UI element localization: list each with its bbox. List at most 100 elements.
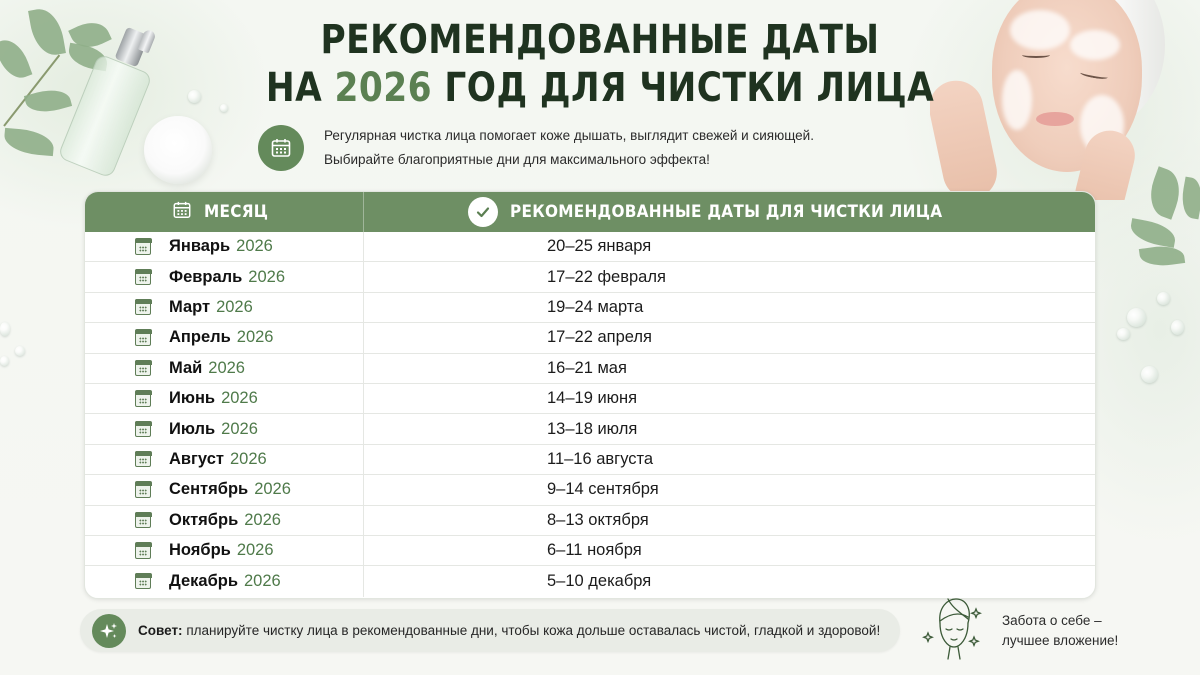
water-drop [188, 90, 201, 103]
water-drop [220, 104, 228, 112]
month-name: Май [169, 358, 203, 377]
intro-text: Регулярная чистка лица помогает коже дыш… [324, 124, 814, 172]
water-drop [1141, 366, 1158, 383]
care-block: Забота о себе – лучшее вложение! [918, 593, 1118, 668]
table-row: Апрель 2026 17–22 апреля [85, 323, 1095, 354]
calendar-icon [134, 329, 152, 346]
dates-cell: 20–25 января [547, 237, 652, 256]
month-year: 2026 [236, 237, 273, 256]
column-header-dates-label: РЕКОМЕНДОВАННЫЕ ДАТЫ ДЛЯ ЧИСТКИ ЛИЦА [510, 202, 943, 222]
calendar-icon [134, 238, 152, 255]
face-towel-icon [918, 593, 988, 668]
dates-cell: 16–21 мая [547, 358, 627, 377]
water-drop [0, 356, 9, 366]
tip-bar: Совет: планируйте чистку лица в рекоменд… [80, 609, 900, 652]
water-drop [15, 346, 25, 356]
table-row: Июнь 2026 14–19 июня [85, 383, 1095, 415]
table-row: Февраль 2026 17–22 февраля [85, 262, 1095, 293]
month-name: Февраль [169, 267, 243, 286]
table-header: МЕСЯЦ РЕКОМЕНДОВАННЫЕ ДАТЫ ДЛЯ ЧИСТКИ ЛИ… [85, 192, 1095, 232]
dates-cell: 9–14 сентября [547, 480, 659, 499]
month-year: 2026 [236, 541, 274, 560]
month-year: 2026 [243, 571, 281, 590]
sparkle-icon [92, 613, 126, 648]
water-drop [1117, 328, 1130, 340]
month-name: Декабрь [169, 571, 238, 590]
calendar-icon [134, 390, 152, 407]
month-cell: Май 2026 [85, 353, 364, 383]
dates-cell: 5–10 декабря [547, 571, 652, 590]
water-drop [0, 322, 10, 336]
dates-cell: 13–18 июля [547, 419, 638, 438]
title-year: 2026 [334, 65, 433, 111]
table-row: Май 2026 16–21 мая [85, 353, 1095, 384]
column-header-month: МЕСЯЦ [85, 192, 364, 232]
dates-cell: 14–19 июня [547, 389, 638, 408]
dates-table: МЕСЯЦ РЕКОМЕНДОВАННЫЕ ДАТЫ ДЛЯ ЧИСТКИ ЛИ… [84, 191, 1096, 599]
month-name: Август [169, 449, 224, 468]
tip-label: Совет: [138, 623, 183, 638]
month-cell: Октябрь 2026 [85, 505, 364, 535]
table-row: Ноябрь 2026 6–11 ноября [85, 535, 1095, 567]
calendar-icon [134, 268, 152, 286]
water-drop [1171, 320, 1184, 335]
title-prefix: НА [265, 65, 323, 111]
calendar-icon [134, 572, 152, 590]
page-title-line-1: РЕКОМЕНДОВАННЫЕ ДАТЫ [320, 17, 880, 63]
page-title-line-2: НА 2026 ГОД ДЛЯ ЧИСТКИ ЛИЦА [256, 62, 944, 114]
month-year: 2026 [254, 480, 291, 499]
month-year: 2026 [248, 267, 286, 286]
month-name: Январь [169, 237, 231, 256]
dates-cell: 17–22 апреля [547, 328, 652, 347]
month-cell: Март 2026 [85, 292, 364, 323]
calendar-icon [134, 298, 152, 316]
calendar-icon [172, 200, 192, 225]
month-cell: Сентябрь 2026 [85, 475, 364, 505]
month-name: Сентябрь [169, 480, 249, 499]
tip-text: Совет: планируйте чистку лица в рекоменд… [138, 623, 880, 638]
care-text: Забота о себе – лучшее вложение! [1002, 611, 1118, 651]
dates-cell: 11–16 августа [547, 449, 654, 468]
water-drop [1127, 308, 1146, 327]
dates-cell: 6–11 ноября [547, 541, 642, 560]
title-suffix: ГОД ДЛЯ ЧИСТКИ ЛИЦА [444, 65, 935, 111]
month-name: Июль [169, 419, 216, 438]
month-cell: Декабрь 2026 [85, 566, 364, 597]
calendar-icon [134, 420, 152, 438]
table-row: Март 2026 19–24 марта [85, 292, 1095, 324]
month-cell: Апрель 2026 [85, 323, 364, 353]
intro-line-2: Выбирайте благоприятные дни для максимал… [324, 152, 710, 167]
month-name: Октябрь [169, 510, 239, 529]
month-cell: Июнь 2026 [85, 383, 364, 414]
table-body: Январь 2026 20–25 января Февраль 2026 17–2… [85, 232, 1095, 597]
tip-body: планируйте чистку лица в рекомендованные… [186, 623, 881, 638]
table-row: Январь 2026 20–25 января [85, 232, 1095, 263]
calendar-icon [134, 359, 152, 377]
check-circle-icon [468, 197, 498, 227]
dates-cell: 8–13 октября [547, 510, 649, 529]
month-cell: Июль 2026 [85, 414, 364, 444]
intro-block: Регулярная чистка лица помогает коже дыш… [258, 124, 814, 172]
table-row: Декабрь 2026 5–10 декабря [85, 566, 1095, 597]
dates-cell: 17–22 февраля [547, 267, 666, 286]
care-line-1: Забота о себе – [1002, 612, 1102, 628]
cream-jar-image [144, 116, 212, 184]
month-year: 2026 [244, 510, 281, 529]
column-header-month-label: МЕСЯЦ [204, 202, 269, 222]
table-row: Сентябрь 2026 9–14 сентября [85, 475, 1095, 506]
month-cell: Ноябрь 2026 [85, 535, 364, 566]
dates-cell: 19–24 марта [547, 297, 644, 316]
calendar-icon [134, 511, 152, 529]
calendar-icon [134, 542, 152, 559]
water-drop [1157, 292, 1170, 305]
month-name: Июнь [169, 389, 216, 408]
month-year: 2026 [229, 449, 267, 468]
calendar-icon [134, 450, 152, 468]
month-year: 2026 [216, 297, 253, 316]
column-header-dates: РЕКОМЕНДОВАННЫЕ ДАТЫ ДЛЯ ЧИСТКИ ЛИЦА [364, 192, 1095, 232]
woman-face-photo [930, 0, 1200, 200]
month-year: 2026 [236, 328, 274, 347]
month-name: Март [169, 297, 211, 316]
calendar-icon [258, 125, 304, 171]
month-year: 2026 [208, 358, 245, 377]
